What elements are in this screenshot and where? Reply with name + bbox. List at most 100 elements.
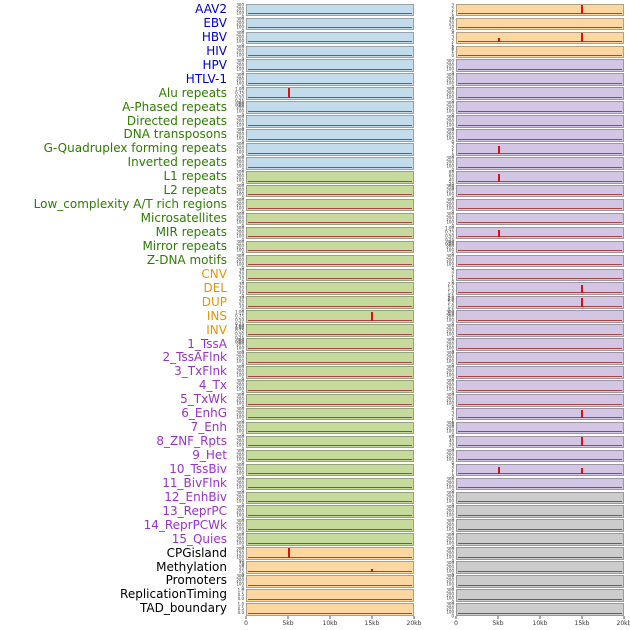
y-tick-label: 200 [236, 202, 244, 207]
track-panel-left [246, 449, 414, 463]
y-tick-labels: 300 200 100 0 [434, 574, 454, 591]
y-tick-label: 200 [236, 522, 244, 528]
track-row: 14_ReprPCWk 300 200 100 0 300 200 100 0 [0, 518, 630, 535]
track-row: 15_Quies 300 200 100 0 300 200 100 0 [0, 532, 630, 549]
y-tick-label: 100 [236, 526, 244, 532]
y-axis-right: 300 200 100 0 [414, 338, 456, 354]
track-row: INV 1.00 0.75 0.50 0.25 0.00 300 200 100 0 [0, 323, 630, 344]
y-tick-labels: 300 200 100 0 [224, 226, 244, 242]
y-tick-label: 200 [446, 397, 454, 402]
y-tick-label: 300 [446, 393, 454, 398]
y-tick-labels: 300 200 100 0 [224, 379, 244, 396]
y-tick-label: 0 [451, 224, 454, 229]
y-tick-labels: 300 200 100 0 [434, 59, 454, 75]
track-panel-left [246, 101, 414, 114]
signal-baseline [248, 69, 412, 70]
y-tick-labels: 30 20 10 0 [224, 296, 244, 312]
y-tick-label: 100 [446, 331, 454, 337]
x-axis-left: 0 5kb 10kb 15kb 20kb [244, 616, 421, 629]
y-tick-label: 300 [236, 435, 244, 440]
signal-peak [497, 229, 500, 238]
y-tick-labels: 300 200 100 0 [434, 309, 454, 326]
track-panel-right [456, 366, 624, 379]
y-tick-labels: 300 200 100 0 [434, 379, 454, 396]
y-tick-label: 0 [241, 56, 244, 62]
y-tick-label: 0 [451, 126, 454, 131]
track-row: 8_ZNF_Rpts 300 200 100 0 60 40 20 0 [0, 434, 630, 451]
track-panel-left [246, 87, 414, 100]
track-panel-right [456, 324, 624, 337]
signal-baseline [458, 431, 622, 433]
y-tick-label: 300 [446, 309, 454, 315]
y-tick-labels: 300 200 100 0 [224, 574, 244, 591]
signal-peak [580, 410, 583, 419]
y-tick-label: 0 [241, 196, 244, 201]
y-tick-label: 0.25 [235, 98, 244, 104]
y-tick-label: 0 [451, 423, 454, 428]
y-axis-left: 300 200 100 0 [230, 477, 246, 493]
y-tick-label: 200 [446, 160, 454, 165]
y-tick-label: 300 [236, 44, 244, 50]
track-panel-right [456, 575, 624, 588]
y-tick-label: 100 [446, 498, 454, 504]
x-axis-right: 0 5kb 10kb 15kb 20kb [454, 616, 630, 629]
y-tick-label: 0 [241, 251, 244, 257]
y-tick-label: 1.0 [237, 602, 244, 607]
track-panel-right [456, 59, 624, 72]
y-tick-label: 1.0 [447, 303, 454, 309]
track-panel-left [246, 310, 414, 323]
y-axis-right: 300 200 100 0 [414, 533, 456, 549]
y-tick-label: 300 [446, 504, 454, 510]
y-tick-label: 0.75 [235, 90, 244, 96]
y-tick-labels: 300 200 100 0 [434, 393, 454, 410]
y-tick-label: 100 [236, 122, 244, 127]
y-tick-label: 100 [236, 359, 244, 364]
y-tick-label: 2.0 [447, 295, 454, 301]
y-tick-label: 100 [446, 484, 454, 490]
signal-baseline [458, 319, 622, 321]
y-tick-label: 0 [241, 140, 244, 145]
signal-baseline [248, 278, 412, 280]
track-panel-right [456, 449, 624, 463]
y-tick-label: 0.25 [235, 321, 244, 327]
signal-baseline [458, 487, 622, 489]
signal-baseline [458, 389, 622, 391]
y-tick-label: 0 [241, 502, 244, 508]
row-label: MIR repeats [155, 225, 227, 239]
track-panel-right [456, 17, 624, 31]
track-panel-left [246, 519, 414, 532]
track-row: 13_ReprPC 300 200 100 0 300 200 100 0 [0, 504, 630, 521]
y-tick-label: 100 [446, 582, 454, 587]
track-row: EBV 300 200 100 0 30 20 10 0 [0, 16, 630, 33]
y-tick-label: 300 [446, 184, 454, 189]
y-tick-label: 300 [236, 393, 244, 398]
y-tick-label: 100 [446, 387, 454, 392]
y-tick-label: 200 [446, 62, 454, 68]
y-tick-label: 200 [236, 216, 244, 221]
y-tick-labels: 1.00 0.75 0.50 0.25 0.00 [224, 310, 244, 330]
y-axis-left: 300 200 100 0 [230, 101, 246, 117]
y-tick-label: 100 [236, 443, 244, 448]
row-label: 4_Tx [198, 378, 227, 393]
y-axis-right: 30 20 10 0 [414, 17, 456, 33]
y-tick-labels: 300 200 100 0 [224, 351, 244, 368]
y-tick-label: 0.5 [447, 307, 454, 313]
signal-baseline [458, 222, 622, 224]
signal-baseline [458, 27, 622, 29]
x-tick-mark [245, 616, 247, 620]
y-tick-label: 40 [448, 439, 454, 444]
y-axis-right: 300 200 100 0 [414, 212, 456, 229]
track-panel-left [246, 575, 414, 588]
signal-peak [580, 4, 583, 15]
y-tick-labels: 300 200 100 0 [224, 505, 244, 521]
y-tick-label: 100 [236, 582, 244, 587]
track-row: CPGisland 200 150 100 50 0 300 200 100 0 [0, 546, 630, 567]
y-tick-label: 100 [236, 178, 244, 183]
y-tick-label: 1 [451, 275, 454, 281]
y-tick-labels: 300 200 100 0 [224, 393, 244, 410]
y-tick-label: 20 [238, 299, 244, 305]
y-tick-labels: 80 60 40 20 0 [434, 170, 454, 191]
track-panel-left [246, 589, 414, 602]
y-tick-labels: 300 200 100 0 [224, 128, 244, 145]
y-tick-label: 10 [238, 289, 244, 295]
